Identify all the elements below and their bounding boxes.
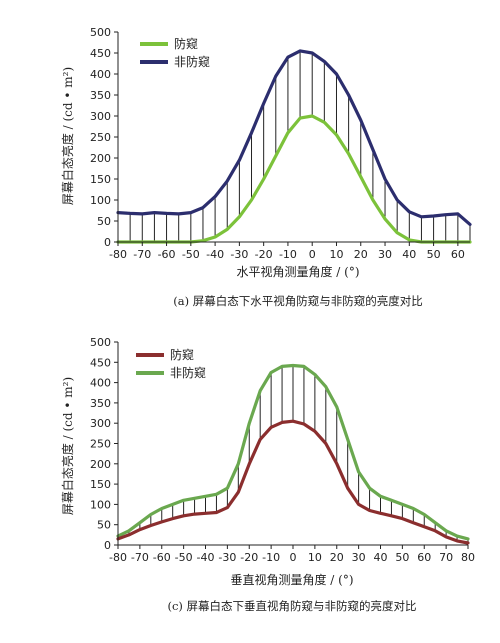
y-tick-label: 0 xyxy=(104,539,111,552)
y-tick-label: 200 xyxy=(90,152,111,165)
chart-c-ylabel: 屏幕白态亮度 / (cd • m²) xyxy=(60,377,75,515)
chart-c-series-lines xyxy=(116,363,470,545)
x-tick-label: 50 xyxy=(427,248,441,261)
x-tick-label: 50 xyxy=(395,551,409,564)
series-line-0 xyxy=(116,114,472,244)
chart-a-x-ticks: -80 -70 -60 -50 -40 -30 -20 -10 0 10 20 30 40 50 60 xyxy=(109,242,465,261)
x-tick-label: -30 xyxy=(218,551,236,564)
x-tick-label: 80 xyxy=(461,551,475,564)
y-tick-label: 250 xyxy=(90,131,111,144)
chart-a-legend-label-1: 非防窥 xyxy=(174,54,210,69)
y-tick-label: 0 xyxy=(104,236,111,249)
x-tick-label: 30 xyxy=(378,248,392,261)
x-tick-label: -60 xyxy=(158,248,176,261)
x-tick-label: -10 xyxy=(279,248,297,261)
chart-a-axes xyxy=(117,32,470,243)
x-tick-label: 60 xyxy=(451,248,465,261)
y-tick-label: 300 xyxy=(90,110,111,123)
x-tick-label: -70 xyxy=(131,551,149,564)
chart-a: 屏幕白态亮度 / (cd • m²) -80 -70 -60 -50 -40 -30 -20… xyxy=(60,26,472,308)
series-line-1 xyxy=(116,49,472,226)
x-tick-label: 40 xyxy=(374,551,388,564)
x-tick-label: -30 xyxy=(230,248,248,261)
chart-c-xlabel: 垂直视角测量角度 / (°) xyxy=(230,572,353,587)
chart-a-caption: (a) 屏幕白态下水平视角防窥与非防窥的亮度对比 xyxy=(173,294,422,308)
x-tick-label: -20 xyxy=(255,248,273,261)
y-tick-label: 500 xyxy=(90,26,111,39)
x-tick-label: 20 xyxy=(330,551,344,564)
chart-c-x-ticks: -80 -70 -60 -50 -40 -30 -20 -10 0 10 20 30 40 50 60 70 8… xyxy=(109,545,475,564)
y-tick-label: 450 xyxy=(90,356,111,369)
y-tick-label: 500 xyxy=(90,336,111,349)
chart-a-legend-label-0: 防窥 xyxy=(174,36,198,51)
x-tick-label: -80 xyxy=(109,551,127,564)
y-tick-label: 350 xyxy=(90,397,111,410)
x-tick-label: -40 xyxy=(206,248,224,261)
y-tick-label: 400 xyxy=(90,68,111,81)
y-tick-label: 100 xyxy=(90,498,111,511)
chart-c-y-ticks: 0 50 100 150 200 250 300 350 400 450 500 xyxy=(90,336,118,552)
series-line-0 xyxy=(116,419,470,545)
series-line-1 xyxy=(116,363,470,541)
chart-a-connector-lines xyxy=(117,50,471,242)
x-tick-label: -40 xyxy=(197,551,215,564)
x-tick-label: -20 xyxy=(240,551,258,564)
chart-c-legend-label-1: 非防窥 xyxy=(170,365,206,380)
y-tick-label: 300 xyxy=(90,417,111,430)
x-tick-label: -50 xyxy=(175,551,193,564)
chart-c-legend: 防窥 非防窥 xyxy=(136,347,206,380)
y-tick-label: 50 xyxy=(97,519,111,532)
x-tick-label: -80 xyxy=(109,248,127,261)
x-tick-label: 20 xyxy=(354,248,368,261)
x-tick-label: 0 xyxy=(309,248,316,261)
x-tick-label: 10 xyxy=(308,551,322,564)
y-tick-label: 100 xyxy=(90,194,111,207)
x-tick-label: 30 xyxy=(352,551,366,564)
y-tick-label: 50 xyxy=(97,215,111,228)
chart-a-xlabel: 水平视角测量角度 / (°) xyxy=(236,264,359,279)
y-tick-label: 450 xyxy=(90,47,111,60)
x-tick-label: 60 xyxy=(417,551,431,564)
chart-c-connector-lines xyxy=(117,365,469,543)
chart-a-legend: 防窥 非防窥 xyxy=(140,36,210,69)
chart-a-ylabel: 屏幕白态亮度 / (cd • m²) xyxy=(60,67,75,205)
x-tick-label: -10 xyxy=(262,551,280,564)
y-tick-label: 350 xyxy=(90,89,111,102)
y-tick-label: 150 xyxy=(90,478,111,491)
x-tick-label: 0 xyxy=(290,551,297,564)
y-tick-label: 250 xyxy=(90,438,111,451)
chart-a-series-lines xyxy=(116,49,472,244)
chart-c-caption: (c) 屏幕白态下垂直视角防窥与非防窥的亮度对比 xyxy=(167,599,416,613)
x-tick-label: -70 xyxy=(133,248,151,261)
x-tick-label: 70 xyxy=(439,551,453,564)
y-tick-label: 400 xyxy=(90,377,111,390)
x-tick-label: -50 xyxy=(182,248,200,261)
y-tick-label: 200 xyxy=(90,458,111,471)
x-tick-label: -60 xyxy=(153,551,171,564)
chart-a-y-ticks: 0 50 100 150 200 250 300 350 400 450 500 xyxy=(90,26,118,249)
y-tick-label: 150 xyxy=(90,173,111,186)
chart-c-legend-label-0: 防窥 xyxy=(170,347,194,362)
chart-c: 屏幕白态亮度 / (cd • m²) -80 -70 -60 -50 -40 -30 -20… xyxy=(60,336,475,613)
x-tick-label: 40 xyxy=(402,248,416,261)
x-tick-label: 10 xyxy=(329,248,343,261)
